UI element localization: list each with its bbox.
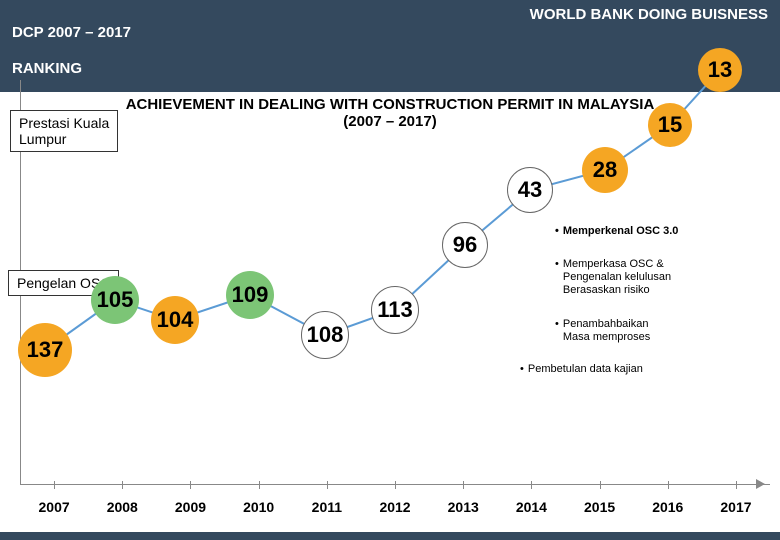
label-prestasi: Prestasi Kuala Lumpur xyxy=(10,110,118,152)
rank-bubble: 113 xyxy=(371,286,419,334)
year-label: 2011 xyxy=(293,499,361,515)
year-label: 2010 xyxy=(225,499,293,515)
year-label: 2017 xyxy=(702,499,770,515)
arrow-right-icon xyxy=(756,479,765,489)
rank-bubble: 43 xyxy=(507,167,553,213)
x-tick xyxy=(259,481,260,489)
year-row: 2007200820092010201120122013201420152016… xyxy=(20,499,770,515)
rank-bubble: 108 xyxy=(301,311,349,359)
x-tick xyxy=(463,481,464,489)
x-tick xyxy=(327,481,328,489)
rank-bubble: 15 xyxy=(648,103,692,147)
year-label: 2009 xyxy=(156,499,224,515)
annotation: •Memperkasa OSC & Pengenalan kelulusan B… xyxy=(555,258,671,298)
x-tick xyxy=(668,481,669,489)
footer-bar xyxy=(0,532,780,540)
rank-bubble: 137 xyxy=(18,323,72,377)
header-right: WORLD BANK DOING BUISNESS xyxy=(530,6,768,23)
rank-bubble: 28 xyxy=(582,147,628,193)
rank-bubble: 96 xyxy=(442,222,488,268)
rank-bubble: 13 xyxy=(698,48,742,92)
rank-bubble: 104 xyxy=(151,296,199,344)
x-tick xyxy=(531,481,532,489)
year-label: 2007 xyxy=(20,499,88,515)
year-label: 2013 xyxy=(429,499,497,515)
annotation: •Memperkenal OSC 3.0 xyxy=(555,225,678,238)
year-label: 2008 xyxy=(88,499,156,515)
year-label: 2015 xyxy=(566,499,634,515)
header-left-line2: RANKING xyxy=(12,60,131,78)
annotation: •Pembetulan data kajian xyxy=(520,363,643,376)
annotation: •Penambahbaikan Masa memproses xyxy=(555,318,650,344)
x-tick xyxy=(190,481,191,489)
x-tick xyxy=(736,481,737,489)
rank-bubble: 105 xyxy=(91,276,139,324)
year-label: 2016 xyxy=(634,499,702,515)
header-left-line1: DCP 2007 – 2017 xyxy=(12,24,131,42)
x-tick xyxy=(395,481,396,489)
x-tick xyxy=(600,481,601,489)
chart-area: Prestasi Kuala Lumpur Pengelan OSC 13710… xyxy=(0,80,780,485)
rank-bubble: 109 xyxy=(226,271,274,319)
x-tick xyxy=(54,481,55,489)
x-tick xyxy=(122,481,123,489)
year-label: 2014 xyxy=(497,499,565,515)
year-label: 2012 xyxy=(361,499,429,515)
